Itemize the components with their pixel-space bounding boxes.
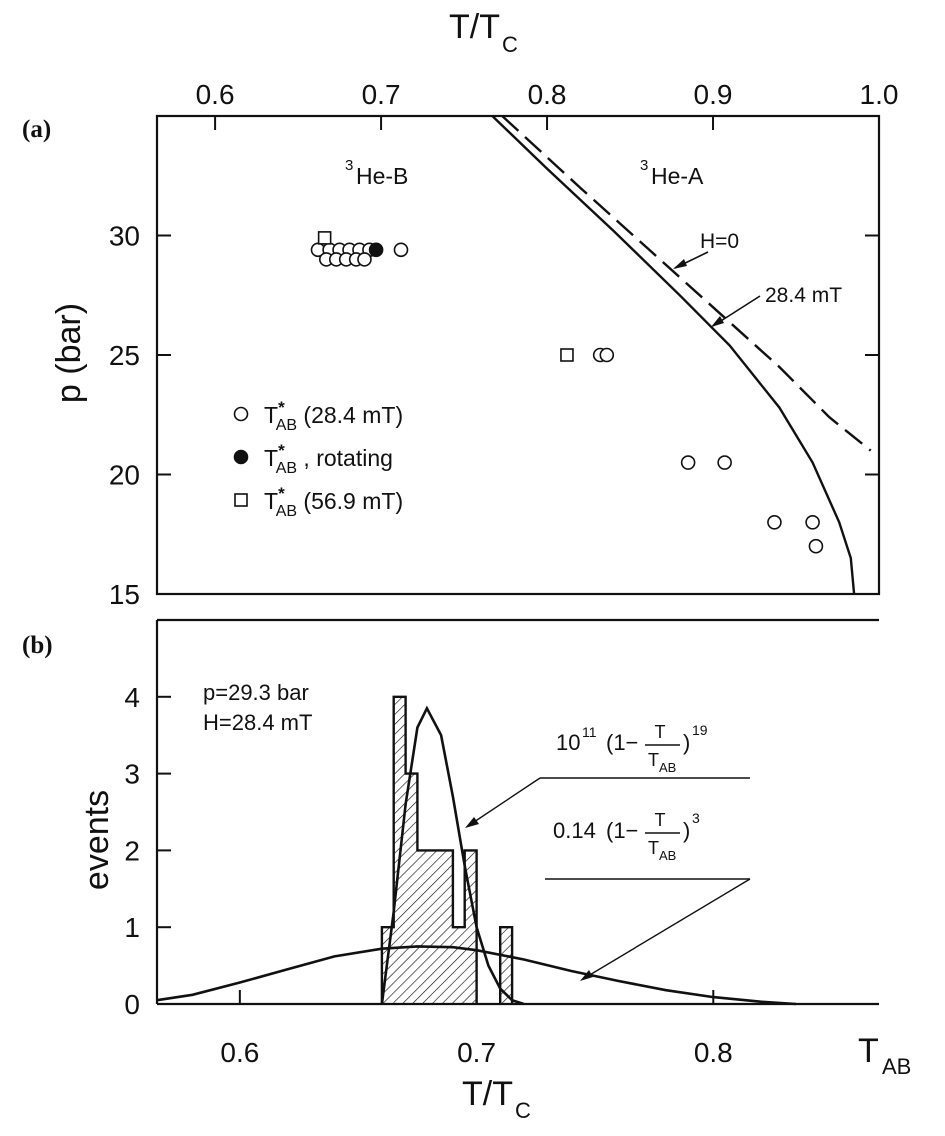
legend-label-0: T* AB (28.4 mT) — [264, 398, 403, 434]
a-y-tick-label-0: 15 — [109, 579, 140, 610]
panel-a-top-ticks: 0.6 0.7 0.8 0.9 1.0 — [196, 79, 899, 130]
formula-narrow-arrowhead — [465, 817, 479, 828]
fit-curve-narrow — [380, 705, 525, 1006]
a-point-0-17 — [805, 514, 820, 530]
b-y-tick-label-0: 0 — [124, 989, 140, 1020]
x-end-label: T — [858, 1032, 879, 1070]
formula-1-coef: 10 — [556, 730, 580, 755]
histogram-bin-4 — [452, 927, 465, 1004]
formula-2-close: ) — [683, 818, 690, 843]
phase-line-solid — [491, 115, 856, 595]
formula-broad-arrow — [582, 878, 751, 980]
formula-narrow-arrow — [467, 777, 541, 827]
a-point-1-0 — [368, 242, 384, 258]
a-point-0-14 — [680, 455, 696, 470]
histogram-bin-5 — [464, 850, 477, 1004]
panel-a-top-axis-title: T/T C — [449, 8, 518, 57]
panel-b-x-ticks: 0.6 0.7 0.8 — [220, 990, 733, 1068]
a-point-0-11 — [357, 252, 372, 267]
fit-curve-broad — [156, 945, 797, 1006]
formula-1-num: T — [655, 722, 666, 742]
formula-1-coef-sup: 11 — [582, 724, 597, 740]
top-axis-label-sub: C — [502, 32, 518, 57]
formula-1-den-sub: AB — [659, 760, 676, 775]
b-x-tick-label-0: 0.6 — [220, 1037, 259, 1068]
a-top-tick-label-2: 0.8 — [528, 79, 567, 110]
formula-1-power: 19 — [692, 722, 708, 738]
panel-b-ylabel: events — [78, 790, 116, 890]
panel-a-label: (a) — [22, 116, 51, 143]
panel-a-legend: T* AB (28.4 mT) T* AB , rotating T* AB (56.9 … — [233, 398, 403, 520]
panel-b-curves — [156, 705, 797, 1006]
b-y-tick-label-4: 4 — [124, 682, 140, 713]
a-top-tick-label-4: 1.0 — [860, 79, 899, 110]
a-point-0-16 — [767, 514, 782, 530]
formula-2-den-sub: AB — [659, 848, 676, 863]
panel-a-y-ticks: 15 20 25 30 — [109, 221, 879, 610]
xlabel: T/T — [462, 1075, 513, 1113]
formula-2-den: T — [648, 838, 659, 858]
a-point-0-6 — [393, 242, 409, 258]
line-label-h0: H=0 — [700, 230, 739, 253]
a-point-0-15 — [717, 455, 732, 470]
a-y-tick-label-3: 30 — [109, 221, 140, 252]
line-label-h284: 28.4 mT — [765, 284, 842, 307]
formula-broad-arrowhead — [580, 970, 593, 981]
b-y-tick-label-1: 1 — [124, 912, 140, 943]
b-x-tick-label-2: 0.8 — [694, 1037, 733, 1068]
b-y-tick-label-2: 2 — [124, 835, 140, 866]
panel-a-frame — [155, 114, 881, 596]
line-label-h284-arrowhead — [711, 316, 724, 327]
panel-a-ylabel: p (bar) — [50, 303, 88, 403]
formula-1-den: T — [648, 750, 659, 770]
a-y-tick-label-2: 25 — [109, 340, 140, 371]
panel-a-points — [310, 231, 824, 554]
panel-b-y-ticks: 0 1 2 3 4 — [124, 619, 171, 1020]
formula-broad: 0.14 (1− T T AB ) 3 — [553, 810, 700, 863]
b-x-tick-label-1: 0.7 — [457, 1037, 496, 1068]
formula-2-power: 3 — [692, 810, 700, 826]
condition-pressure: p=29.3 bar — [203, 680, 309, 705]
panel-b-x-end-label: T AB — [858, 1032, 911, 1079]
a-top-tick-label-1: 0.7 — [362, 79, 401, 110]
legend-marker-0 — [233, 406, 249, 422]
xlabel-sub: C — [515, 1098, 531, 1123]
formula-1-open: (1− — [606, 730, 638, 755]
a-y-tick-label-1: 20 — [109, 460, 140, 491]
a-top-tick-label-3: 0.9 — [694, 79, 733, 110]
histogram-bin-3 — [417, 850, 453, 1004]
line-label-h0-arrowhead — [673, 259, 687, 269]
panel-b-xlabel: T/T C — [462, 1075, 531, 1123]
panel-b-label: (b) — [22, 632, 53, 659]
legend-marker-1 — [233, 449, 249, 465]
phase-a-text: He-A — [651, 163, 704, 189]
condition-field: H=28.4 mT — [203, 710, 312, 735]
phase-a-sup: 3 — [640, 157, 648, 174]
phase-line-dashed — [501, 115, 872, 452]
panel-a-lines — [491, 115, 872, 595]
x-end-label-sub: AB — [882, 1054, 911, 1079]
legend-label-1: T* AB , rotating — [264, 441, 393, 477]
a-top-tick-label-0: 0.6 — [196, 79, 235, 110]
a-point-2-0 — [317, 231, 332, 245]
top-axis-label: T/T — [449, 8, 500, 46]
formula-narrow: 10 11 (1− T T AB ) 19 — [556, 722, 708, 775]
phase-label-a: 3 He-A — [640, 157, 704, 189]
formula-2-num: T — [655, 810, 666, 830]
a-point-2-1 — [560, 348, 574, 362]
formula-2-open: (1− — [606, 818, 638, 843]
phase-b-sup: 3 — [345, 157, 353, 174]
a-point-0-18 — [808, 538, 824, 554]
a-point-0-13 — [599, 347, 615, 363]
phase-b-text: He-B — [356, 163, 408, 189]
phase-label-b: 3 He-B — [345, 157, 408, 189]
formula-1-close: ) — [683, 730, 690, 755]
legend-marker-2 — [234, 493, 248, 507]
formula-2-coef: 0.14 — [553, 818, 596, 843]
histogram-bin-6 — [500, 927, 513, 1004]
histogram-bin-2 — [405, 773, 418, 1004]
b-y-tick-label-3: 3 — [124, 759, 140, 790]
legend-label-2: T* AB (56.9 mT) — [264, 484, 403, 520]
